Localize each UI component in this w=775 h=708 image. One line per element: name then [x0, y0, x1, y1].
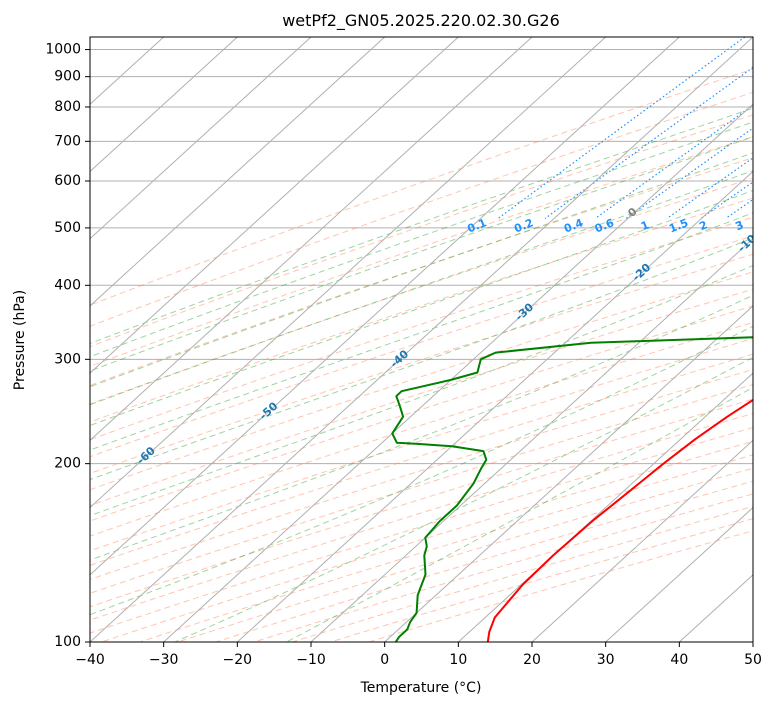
temperature-profile: [486, 398, 753, 642]
moist-adiabat-line: [90, 136, 753, 372]
x-tick-label: 50: [744, 652, 762, 668]
mixing-ratio-line: [700, 181, 753, 219]
x-tick-label: 20: [523, 652, 541, 668]
dry-adiabat-line: [90, 353, 753, 566]
isotherm-line: [90, 37, 680, 576]
isotherms: [90, 37, 753, 642]
isotherm-line: [90, 37, 238, 173]
dry-adiabat-line: [90, 271, 753, 491]
x-tick-label: 30: [597, 652, 615, 668]
x-tick-label: −30: [149, 652, 179, 668]
dry-adiabat-line: [90, 114, 753, 348]
dewpoint-profile: [391, 336, 753, 642]
line-labels: -100-90-80-70-60-50-40-30-20-100.10.20.4…: [16, 205, 772, 507]
dry-adiabat-line: [90, 427, 753, 634]
mixing-ratio-line: [497, 37, 746, 219]
isotherm-line: [310, 237, 753, 642]
y-tick-label: 400: [54, 277, 81, 293]
isotherm-line: [90, 37, 533, 442]
dry-adiabat-line: [90, 369, 753, 580]
y-tick-label: 100: [54, 634, 81, 650]
mixing-ratio-label: 2: [697, 218, 709, 233]
isotherm-line: [90, 37, 386, 307]
dry-adiabat-line: [90, 235, 753, 458]
isotherm-label: -70: [16, 484, 40, 507]
dry-adiabat-line: [90, 337, 753, 552]
mixing-ratio-line: [762, 37, 775, 219]
mixing-ratio-line: [594, 104, 753, 219]
moist-adiabat-line: [90, 121, 753, 358]
mixing-ratio-label: 0.2: [512, 216, 535, 235]
isotherm-line: [90, 37, 607, 509]
dry-adiabat-line: [90, 398, 753, 608]
dry-adiabat-line: [215, 480, 753, 642]
x-tick-label: 10: [449, 652, 467, 668]
y-axis-label: Pressure (hPa): [12, 290, 28, 390]
y-tick-label: 900: [54, 69, 81, 85]
isotherm-line: [90, 37, 459, 374]
isotherm-line: [90, 37, 312, 240]
x-tick-label: 40: [670, 652, 688, 668]
y-tick-label: 700: [54, 133, 81, 149]
x-tick-label: −10: [296, 652, 326, 668]
y-tick-label: 800: [54, 99, 81, 115]
dry-adiabat-line: [90, 383, 753, 594]
grid: [90, 49, 753, 642]
isotherm-line: [605, 506, 753, 642]
x-tick-label: −40: [75, 652, 105, 668]
y-tick-label: 300: [54, 351, 81, 367]
y-tick-label: 500: [54, 220, 81, 236]
chart-title: wetPf2_GN05.2025.220.02.30.G26: [282, 11, 560, 31]
x-axis: −40 −30 −20 −10 0 10 20 30 40 50: [75, 642, 762, 668]
isotherm-line: [90, 37, 753, 642]
x-axis-label: Temperature (°C): [360, 680, 482, 696]
dry-adiabat-line: [90, 216, 753, 441]
y-axis: 100 200 300 400 500 600 700 800 900 1000: [45, 42, 90, 650]
dry-adiabat-line: [90, 412, 753, 621]
mixing-ratio-label: 1: [639, 218, 651, 233]
dry-adiabat-line: [90, 197, 753, 423]
dry-adiabat-line: [254, 493, 753, 642]
y-tick-label: 200: [54, 456, 81, 472]
plot-lines: -100-90-80-70-60-50-40-30-20-100.10.20.4…: [16, 37, 775, 642]
isotherm-line: [752, 641, 753, 642]
dry-adiabat-line: [90, 253, 753, 474]
dry-adiabat-line: [90, 288, 753, 507]
isotherm-line: [236, 170, 753, 642]
moist-adiabat-line: [90, 264, 753, 517]
dry-adiabat-line: [330, 518, 753, 642]
mixing-ratio-line: [725, 198, 753, 219]
mixing-ratio-label: 4: [760, 218, 772, 233]
y-tick-label: 1000: [45, 42, 81, 58]
y-tick-label: 600: [54, 173, 81, 189]
dry-adiabat-line: [90, 177, 753, 405]
plot-area: -100-90-80-70-60-50-40-30-20-100.10.20.4…: [16, 37, 775, 642]
x-tick-label: −20: [223, 652, 253, 668]
moist-adiabat-line: [90, 294, 753, 561]
dry-adiabat-line: [292, 505, 753, 642]
mixing-ratio-lines: [497, 37, 775, 219]
dry-adiabat-line: [90, 136, 753, 367]
mixing-ratio-label: 3: [734, 218, 746, 233]
moist-adiabat-line: [90, 152, 753, 388]
isotherm-line: [163, 103, 753, 642]
dry-adiabat-line: [90, 157, 753, 387]
plot-frame: [89, 36, 754, 643]
isotherm-line: [531, 439, 753, 642]
profiles: [391, 336, 753, 642]
moist-adiabats: [90, 107, 753, 642]
dry-adiabats: [90, 68, 753, 642]
mixing-ratio-label: 0.1: [466, 216, 489, 235]
x-tick-label: 0: [380, 652, 389, 668]
moist-adiabat-line: [90, 212, 753, 451]
